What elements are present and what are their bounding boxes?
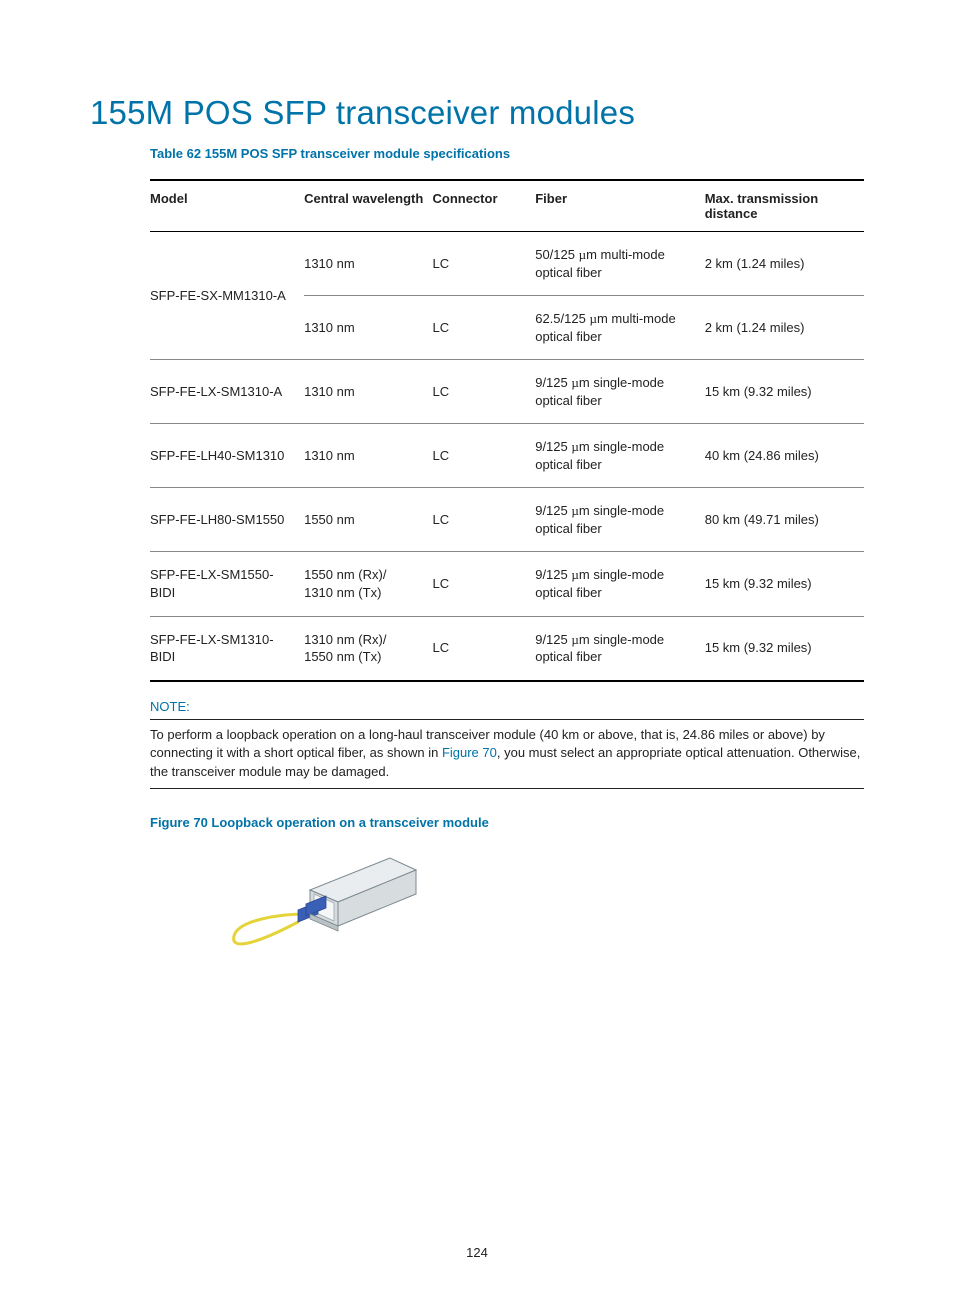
cell-conn: LC	[433, 296, 536, 360]
note-block: NOTE: To perform a loopback operation on…	[150, 698, 864, 789]
cell-cw: 1310 nm	[304, 424, 432, 488]
table-row: SFP-FE-LH40-SM13101310 nmLC9/125 µm sing…	[150, 424, 864, 488]
cell-conn: LC	[433, 360, 536, 424]
cell-dist: 40 km (24.86 miles)	[705, 424, 864, 488]
col-cw: Central wavelength	[304, 180, 432, 232]
table-caption: Table 62 155M POS SFP transceiver module…	[150, 146, 864, 161]
cell-fiber: 50/125 µm multi-mode optical fiber	[535, 232, 705, 296]
cell-cw: 1310 nm (Rx)/1550 nm (Tx)	[304, 616, 432, 681]
table-row: SFP-FE-LX-SM1310-BIDI1310 nm (Rx)/1550 n…	[150, 616, 864, 681]
cell-conn: LC	[433, 552, 536, 616]
figure-image	[220, 844, 430, 964]
cell-dist: 2 km (1.24 miles)	[705, 296, 864, 360]
cell-fiber: 9/125 µm single-mode optical fiber	[535, 424, 705, 488]
cell-dist: 15 km (9.32 miles)	[705, 552, 864, 616]
cell-cw: 1550 nm	[304, 488, 432, 552]
col-dist: Max. transmission distance	[705, 180, 864, 232]
transceiver-svg	[220, 844, 430, 964]
cell-dist: 2 km (1.24 miles)	[705, 232, 864, 296]
table-header-row: Model Central wavelength Connector Fiber…	[150, 180, 864, 232]
cell-dist: 15 km (9.32 miles)	[705, 616, 864, 681]
table-row: SFP-FE-LX-SM1310-A1310 nmLC9/125 µm sing…	[150, 360, 864, 424]
table-row: SFP-FE-LX-SM1550-BIDI1550 nm (Rx)/1310 n…	[150, 552, 864, 616]
cell-fiber: 9/125 µm single-mode optical fiber	[535, 616, 705, 681]
cell-fiber: 62.5/125 µm multi-mode optical fiber	[535, 296, 705, 360]
cell-conn: LC	[433, 488, 536, 552]
cell-model: SFP-FE-SX-MM1310-A	[150, 232, 304, 360]
cell-cw: 1310 nm	[304, 360, 432, 424]
cell-conn: LC	[433, 232, 536, 296]
col-model: Model	[150, 180, 304, 232]
cell-cw: 1550 nm (Rx)/1310 nm (Tx)	[304, 552, 432, 616]
cell-fiber: 9/125 µm single-mode optical fiber	[535, 488, 705, 552]
figure-ref-link[interactable]: Figure 70	[442, 745, 497, 760]
cell-dist: 15 km (9.32 miles)	[705, 360, 864, 424]
cell-conn: LC	[433, 424, 536, 488]
cell-model: SFP-FE-LH40-SM1310	[150, 424, 304, 488]
cell-model: SFP-FE-LH80-SM1550	[150, 488, 304, 552]
cell-dist: 80 km (49.71 miles)	[705, 488, 864, 552]
table-row: SFP-FE-LH80-SM15501550 nmLC9/125 µm sing…	[150, 488, 864, 552]
note-label: NOTE:	[150, 698, 864, 720]
cell-fiber: 9/125 µm single-mode optical fiber	[535, 360, 705, 424]
note-body: To perform a loopback operation on a lon…	[150, 726, 864, 790]
figure-caption: Figure 70 Loopback operation on a transc…	[150, 815, 864, 830]
cell-model: SFP-FE-LX-SM1310-A	[150, 360, 304, 424]
col-conn: Connector	[433, 180, 536, 232]
cell-fiber: 9/125 µm single-mode optical fiber	[535, 552, 705, 616]
fiber-path	[234, 914, 306, 944]
page-number: 124	[0, 1245, 954, 1260]
cell-model: SFP-FE-LX-SM1310-BIDI	[150, 616, 304, 681]
table-row: SFP-FE-SX-MM1310-A1310 nmLC50/125 µm mul…	[150, 232, 864, 296]
spec-table-body: SFP-FE-SX-MM1310-A1310 nmLC50/125 µm mul…	[150, 232, 864, 681]
spec-table: Model Central wavelength Connector Fiber…	[150, 179, 864, 682]
cell-cw: 1310 nm	[304, 296, 432, 360]
cell-cw: 1310 nm	[304, 232, 432, 296]
page-title: 155M POS SFP transceiver modules	[90, 94, 864, 132]
cell-model: SFP-FE-LX-SM1550-BIDI	[150, 552, 304, 616]
col-fiber: Fiber	[535, 180, 705, 232]
cell-conn: LC	[433, 616, 536, 681]
